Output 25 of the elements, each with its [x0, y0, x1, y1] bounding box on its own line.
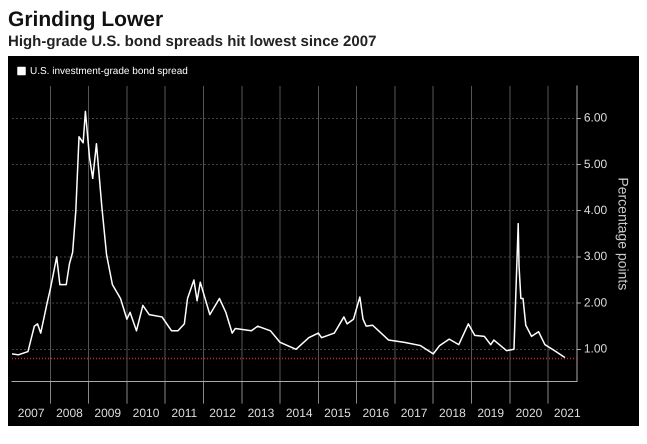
legend-label: U.S. investment-grade bond spread: [30, 66, 188, 77]
y-tick-label: 1.00: [584, 342, 608, 356]
y-tick-label: 4.00: [584, 203, 608, 218]
x-tick-label: 2020: [516, 406, 543, 420]
x-tick-label: 2013: [248, 406, 275, 420]
x-tick-label: 2015: [324, 406, 352, 420]
y-tick-label: 3.00: [584, 249, 608, 264]
x-tick-label: 2017: [400, 406, 428, 420]
x-tick-label: 2014: [286, 406, 313, 420]
x-tick-label: 2007: [18, 406, 45, 420]
x-tick-label: 2008: [56, 406, 84, 420]
x-tick-label: 2012: [209, 406, 236, 420]
y-tick-label: 2.00: [584, 295, 608, 310]
x-tick-label: 2010: [132, 406, 160, 420]
x-tick-label: 2019: [477, 406, 504, 420]
chart-subtitle: High-grade U.S. bond spreads hit lowest since 2007: [8, 32, 378, 52]
y-tick-label: 5.00: [584, 156, 608, 171]
x-tick-label: 2021: [554, 406, 581, 420]
y-axis-title: Percentage points: [616, 177, 632, 290]
x-tick-label: 2009: [94, 406, 122, 420]
chart-title: Grinding Lower: [8, 8, 164, 32]
x-tick-label: 2016: [362, 406, 390, 420]
x-tick-label: 2018: [439, 406, 466, 420]
y-tick-label: 6.00: [584, 110, 608, 125]
x-tick-label: 2011: [171, 406, 198, 420]
